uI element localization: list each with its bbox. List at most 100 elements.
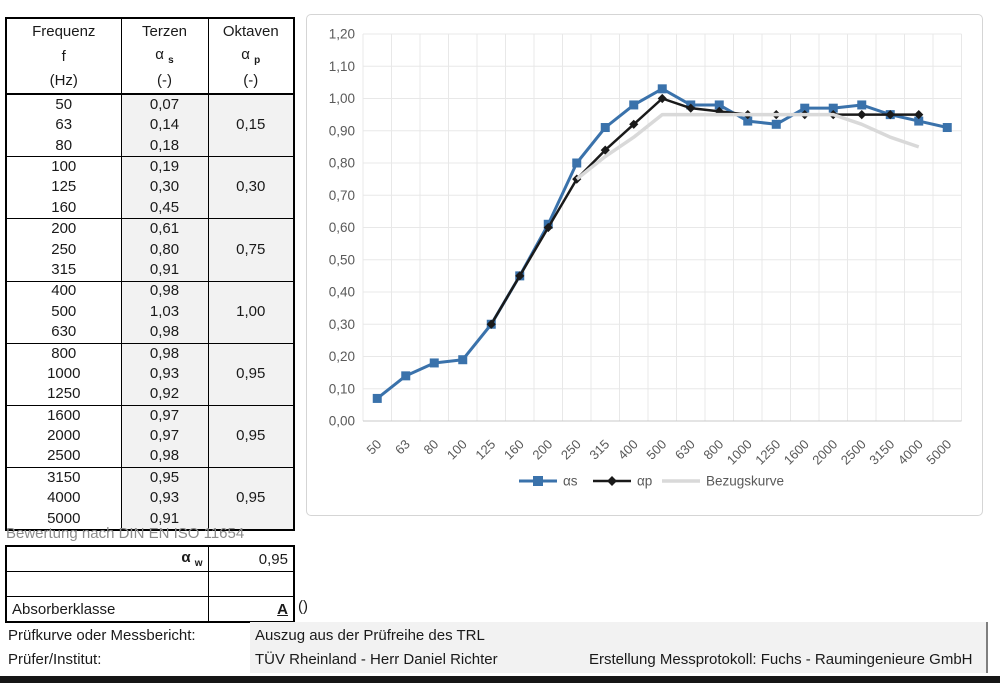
table-row: 630 0,98 (6, 322, 294, 344)
oktave-value-cell: 0,95 (207, 342, 294, 406)
terz-value-cell: 1,03 (120, 301, 208, 323)
svg-text:315: 315 (586, 437, 612, 463)
pruefkurve-value: Auszug aus der Prüfreihe des TRL (255, 627, 485, 644)
column-unit-oktaven: (-) (207, 69, 294, 95)
table-row: 800 0,98 0,95 (6, 342, 294, 406)
svg-text:0,00: 0,00 (329, 414, 355, 429)
svg-text:1600: 1600 (781, 437, 812, 468)
svg-text:0,50: 0,50 (329, 252, 355, 267)
table-row: 4000 0,93 (6, 488, 294, 509)
svg-text:0,40: 0,40 (329, 285, 355, 300)
frequency-cell: 80 (55, 136, 73, 154)
svg-text:0,20: 0,20 (329, 349, 355, 364)
pruefer-value: TÜV Rheinland - Herr Daniel Richter (255, 651, 498, 668)
legend-item-Bezugskurve: Bezugskurve (662, 474, 784, 489)
frequency-cell: 1600 (6, 404, 121, 427)
terz-value-cell: 0,98 (120, 342, 208, 365)
frequency-cell: 800 (6, 342, 121, 365)
terz-value-cell: 0,14 (120, 115, 208, 136)
table-row: 250 0,80 (6, 239, 294, 261)
table-row: 500 1,03 (6, 301, 294, 323)
svg-text:200: 200 (529, 437, 555, 463)
terz-value-cell: 0,97 (120, 404, 208, 427)
frequency-cell: 4000 (47, 489, 81, 507)
frequency-cell: 1000 (47, 364, 81, 382)
frequency-cell: 3150 (6, 467, 121, 489)
column-header-oktaven: Oktaven (207, 18, 294, 45)
svg-text:αs: αs (563, 474, 578, 489)
frequency-absorption-table: Frequenz Terzen Oktaven f α s α p (Hz) (… (5, 17, 295, 532)
table-row: 160 0,45 (6, 197, 294, 219)
svg-text:100: 100 (444, 437, 470, 463)
svg-text:800: 800 (700, 437, 726, 463)
svg-text:Bezugskurve: Bezugskurve (706, 474, 784, 489)
terz-value-cell: 0,07 (120, 93, 208, 116)
svg-text:1000: 1000 (724, 437, 755, 468)
terz-value-cell: 0,61 (120, 218, 208, 240)
terz-value-cell: 0,93 (120, 364, 208, 385)
series-αs (372, 84, 952, 403)
frequency-cell: 125 (51, 178, 77, 196)
terz-value-cell: 0,97 (120, 426, 208, 447)
frequency-cell: 63 (55, 116, 73, 134)
column-subheader-alpha-p: α p (207, 45, 294, 69)
svg-text:5000: 5000 (923, 437, 954, 468)
oktave-value-cell: 0,95 (207, 467, 294, 531)
terz-value-cell: 0,98 (120, 280, 208, 302)
frequency-cell: 2000 (47, 427, 81, 445)
svg-text:0,30: 0,30 (329, 317, 355, 332)
terz-value-cell: 0,93 (120, 488, 208, 509)
terz-value-cell: 0,80 (120, 239, 208, 261)
frequency-cell: 315 (51, 260, 77, 278)
table-row: 1250 0,92 (6, 384, 294, 406)
bottom-bar (0, 676, 1000, 683)
terz-value-cell: 0,98 (120, 322, 208, 344)
empty-cell (207, 571, 294, 597)
absorberklasse-suffix: () (298, 598, 308, 615)
svg-text:3150: 3150 (866, 437, 897, 468)
oktave-value-cell: 0,30 (207, 156, 294, 219)
terz-value-cell: 0,45 (120, 197, 208, 219)
frequency-cell: 200 (6, 218, 121, 240)
column-header-frequenz: Frequenz (32, 22, 96, 40)
frequency-cell: 400 (6, 280, 121, 302)
footer-highlight-band (250, 622, 988, 673)
frequency-cell: 1250 (47, 385, 81, 403)
svg-text:400: 400 (615, 437, 641, 463)
column-unit-hz: (Hz) (6, 69, 121, 95)
svg-text:2500: 2500 (838, 437, 869, 468)
svg-text:4000: 4000 (895, 437, 926, 468)
bewertung-table: α w 0,95 Absorberklasse A (5, 545, 295, 623)
terz-value-cell: 0,95 (120, 467, 208, 489)
chart-canvas: 0,00 0,10 0,20 0,30 0,40 0,50 0,60 0,70 0,80 0,90… (329, 27, 962, 489)
frequency-cell: 2500 (47, 447, 81, 465)
column-header-terzen: Terzen (120, 18, 208, 45)
table-row: 315 0,91 (6, 260, 294, 282)
frequency-cell: 50 (6, 93, 121, 116)
column-subheader-alpha-s: α s (120, 45, 208, 69)
absorption-chart: 0,00 0,10 0,20 0,30 0,40 0,50 0,60 0,70 0,80 0,90… (306, 14, 983, 516)
alpha-w-label: α w (181, 549, 203, 569)
frequency-cell: 630 (51, 323, 77, 341)
svg-text:250: 250 (558, 437, 584, 463)
frequency-cell: 5000 (47, 509, 81, 527)
svg-text:630: 630 (672, 437, 698, 463)
svg-text:1250: 1250 (752, 437, 783, 468)
column-subheader-f: f (61, 47, 66, 65)
svg-text:0,70: 0,70 (329, 188, 355, 203)
table-row: 1600 0,97 0,95 (6, 404, 294, 468)
svg-text:1,00: 1,00 (329, 91, 355, 106)
table-row: 100 0,19 0,30 (6, 156, 294, 219)
svg-text:0,80: 0,80 (329, 156, 355, 171)
absorberklasse-label: Absorberklasse (12, 600, 116, 618)
table-row: 50 0,07 0,15 (6, 93, 294, 157)
oktave-value-cell: 0,95 (207, 404, 294, 468)
table-row: 5000 0,91 (6, 508, 294, 531)
pruefer-label: Prüfer/Institut: (8, 651, 102, 668)
legend-item-αs: αs (519, 474, 578, 489)
column-unit-terzen: (-) (120, 69, 208, 95)
table-row: 400 0,98 1,00 (6, 280, 294, 344)
svg-text:500: 500 (643, 437, 669, 463)
svg-text:1,20: 1,20 (329, 27, 355, 42)
table-row: 200 0,61 0,75 (6, 218, 294, 282)
